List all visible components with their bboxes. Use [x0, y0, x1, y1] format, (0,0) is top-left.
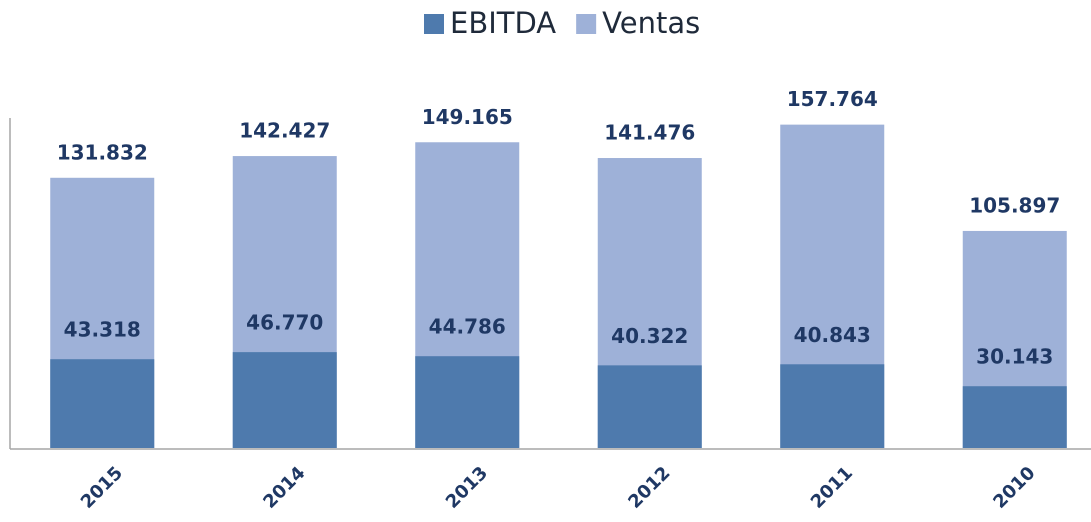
- data-label: 44.786: [429, 315, 506, 339]
- x-tick-label: 2011: [807, 463, 857, 513]
- bar: [50, 359, 155, 448]
- data-label: 40.843: [794, 323, 871, 347]
- x-tick-label: 2013: [442, 463, 492, 513]
- bar: [232, 352, 337, 448]
- data-label: 105.897: [969, 193, 1060, 217]
- data-label: 141.476: [604, 121, 695, 145]
- bar: [597, 365, 702, 448]
- x-tick-label: 2010: [989, 463, 1039, 513]
- x-tick-label: 2015: [77, 463, 127, 513]
- data-label: 157.764: [787, 87, 878, 111]
- data-label: 46.770: [246, 311, 323, 335]
- legend-label: EBITDA: [450, 6, 556, 40]
- data-label: 149.165: [422, 105, 513, 129]
- bar: [780, 364, 885, 448]
- data-label: 30.143: [976, 345, 1053, 369]
- data-label: 40.322: [611, 324, 688, 348]
- legend-swatch: [424, 14, 444, 34]
- data-label: 43.318: [64, 318, 141, 342]
- bar: [415, 356, 520, 448]
- data-label: 142.427: [239, 119, 330, 143]
- legend-swatch: [576, 14, 597, 34]
- x-tick-label: 2012: [624, 463, 674, 513]
- bar: [962, 386, 1067, 448]
- data-label: 131.832: [57, 140, 148, 164]
- x-tick-label: 2014: [259, 463, 309, 513]
- legend-label: Ventas: [602, 6, 700, 40]
